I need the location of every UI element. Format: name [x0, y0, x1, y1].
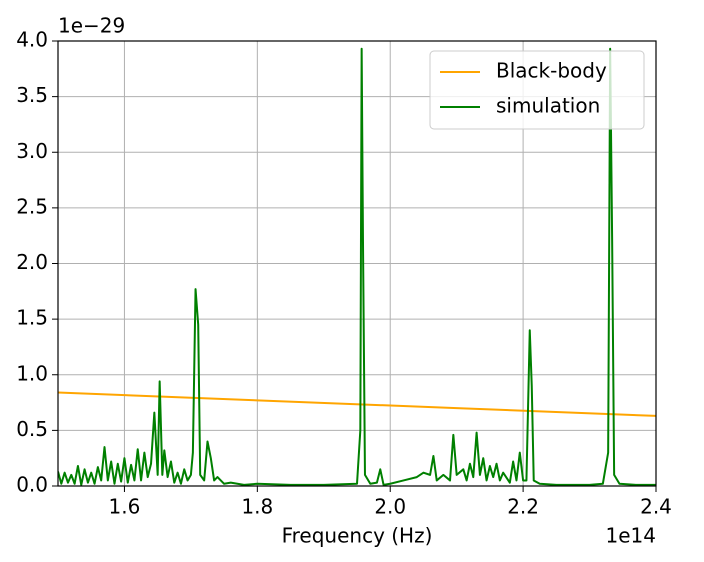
- series-line: [58, 47, 656, 486]
- x-axis-label: Frequency (Hz): [282, 524, 433, 548]
- legend-label: simulation: [496, 94, 600, 118]
- y-tick-label: 1.0: [16, 361, 48, 385]
- legend: Black-body simulation: [429, 50, 645, 130]
- y-tick-label: 1.5: [16, 306, 48, 330]
- series-line: [58, 391, 656, 417]
- ticks: 1.6 1.8 2.0 2.2 2.4 0.0 0.5 1.0 1.5 2.0 2.5 3.0 3.5 4…: [16, 28, 672, 519]
- legend-label: Black-body: [496, 59, 607, 83]
- y-tick-label: 3.0: [16, 139, 48, 163]
- y-tick-label: 2.5: [16, 194, 48, 218]
- x-offset-label: 1e14: [606, 524, 656, 548]
- y-tick-label: 0.5: [16, 417, 48, 441]
- x-tick-label: 2.4: [640, 495, 672, 519]
- x-tick-label: 1.6: [109, 495, 141, 519]
- x-tick-label: 2.0: [374, 495, 406, 519]
- y-offset-label: 1e−29: [58, 14, 125, 38]
- y-tick-label: 3.5: [16, 83, 48, 107]
- y-tick-label: 2.0: [16, 250, 48, 274]
- y-tick-label: 4.0: [16, 28, 48, 52]
- y-tick-label: 0.0: [16, 473, 48, 497]
- x-tick-label: 1.8: [241, 495, 273, 519]
- legend-box: [429, 50, 645, 130]
- x-tick-label: 2.2: [507, 495, 539, 519]
- plot-area: [58, 47, 656, 486]
